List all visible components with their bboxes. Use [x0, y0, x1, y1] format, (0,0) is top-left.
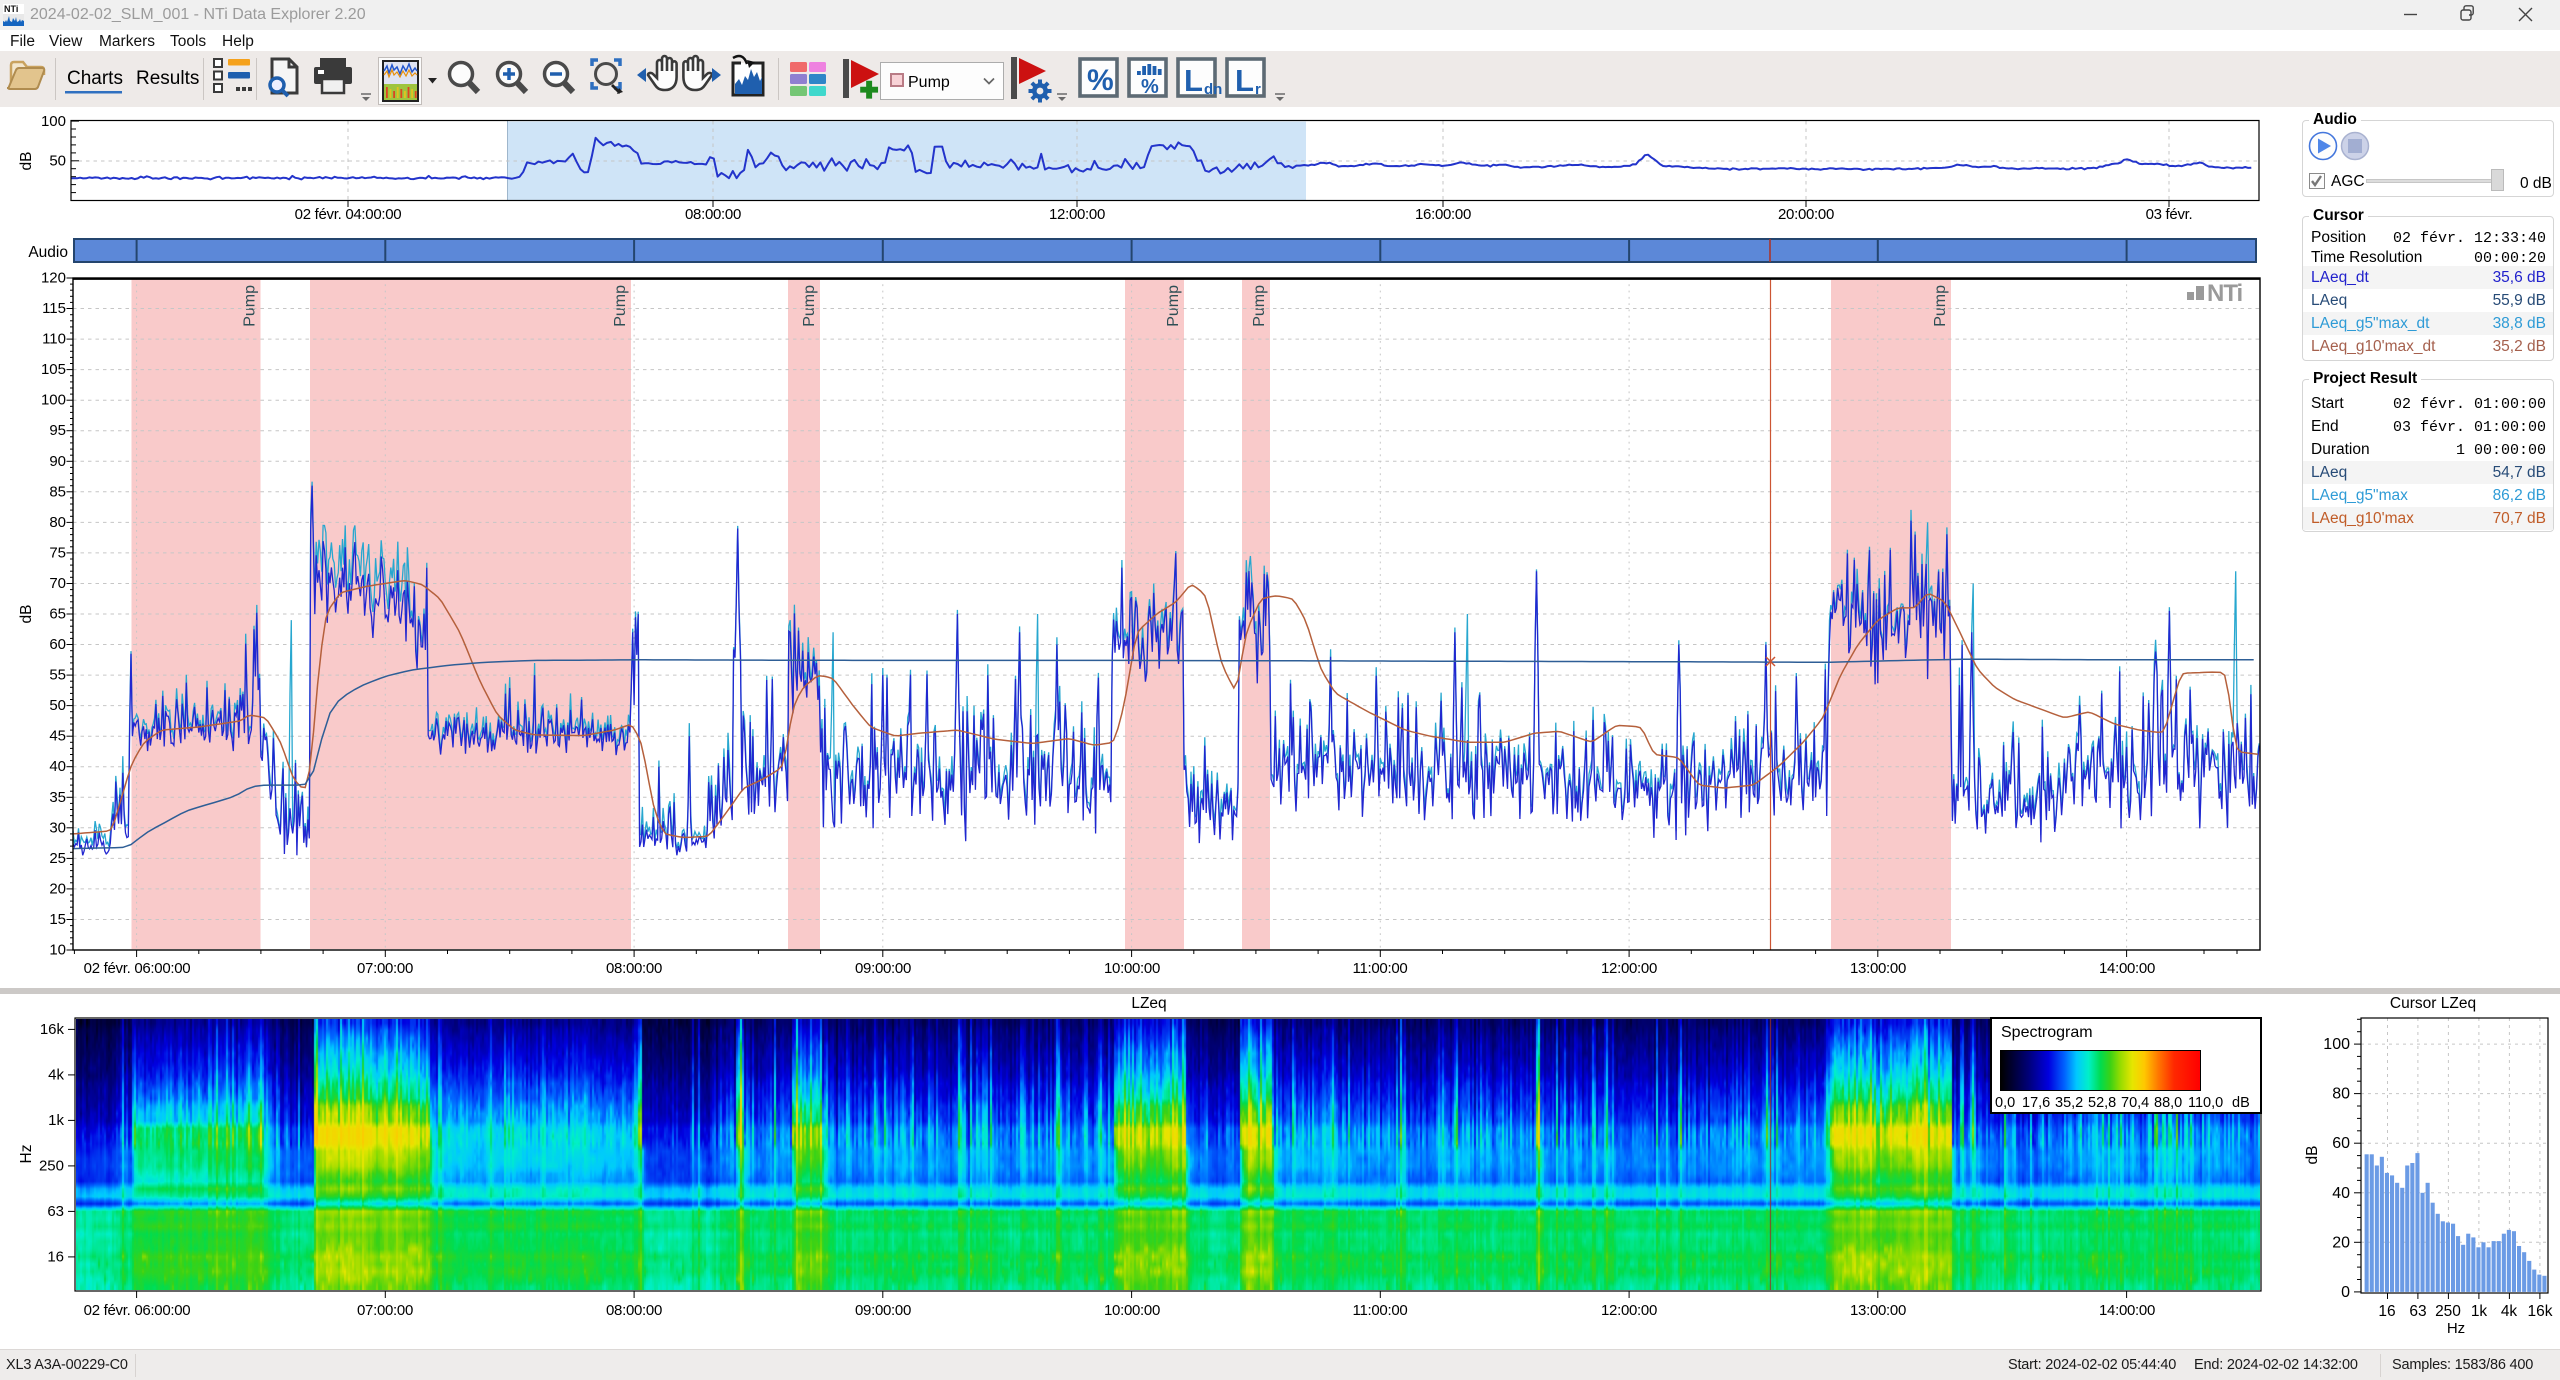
svg-text:90: 90	[49, 453, 66, 470]
svg-text:Cursor LZeq: Cursor LZeq	[2390, 995, 2476, 1012]
svg-text:12:00:00: 12:00:00	[1601, 1302, 1657, 1319]
svg-text:r: r	[1255, 81, 1261, 98]
svg-text:08:00:00: 08:00:00	[606, 1302, 662, 1319]
svg-text:80: 80	[49, 514, 66, 531]
svg-text:85: 85	[49, 483, 66, 500]
svg-text:11:00:00: 11:00:00	[1353, 960, 1408, 977]
svg-text:L: L	[1184, 63, 1203, 98]
svg-text:07:00:00: 07:00:00	[357, 1302, 413, 1319]
svg-text:35: 35	[49, 789, 66, 806]
svg-text:60: 60	[2332, 1135, 2350, 1152]
svg-text:63: 63	[2409, 1303, 2426, 1320]
svg-text:63: 63	[47, 1203, 64, 1220]
svg-text:13:00:00: 13:00:00	[1850, 1302, 1906, 1319]
svg-text:250: 250	[2435, 1303, 2461, 1320]
svg-text:Pump: Pump	[1932, 285, 1949, 327]
svg-text:75: 75	[49, 544, 66, 561]
svg-text:Pump: Pump	[242, 285, 259, 327]
svg-text:Pump: Pump	[1251, 285, 1268, 327]
svg-text:12:00:00: 12:00:00	[1601, 960, 1657, 977]
svg-text:02 févr. 06:00:00: 02 févr. 06:00:00	[84, 1302, 191, 1319]
svg-text:100: 100	[41, 392, 66, 409]
svg-text:4k: 4k	[48, 1066, 64, 1083]
svg-text:1k: 1k	[48, 1112, 64, 1129]
svg-text:20: 20	[2332, 1234, 2350, 1251]
svg-text:dB: dB	[18, 605, 35, 624]
svg-text:10: 10	[49, 942, 66, 959]
svg-text:30: 30	[49, 819, 66, 836]
svg-text:13:00:00: 13:00:00	[1850, 960, 1906, 977]
svg-text:Pump: Pump	[1165, 285, 1182, 327]
svg-text:Pump: Pump	[908, 74, 950, 91]
svg-text:dn: dn	[1204, 81, 1222, 98]
svg-text:15: 15	[49, 911, 66, 928]
svg-text:dB: dB	[2304, 1146, 2321, 1165]
svg-text:250: 250	[39, 1157, 64, 1174]
svg-text:12:00:00: 12:00:00	[1049, 206, 1105, 223]
svg-text:120: 120	[41, 270, 66, 287]
svg-text:Results: Results	[136, 68, 199, 89]
svg-text:10:00:00: 10:00:00	[1104, 1302, 1160, 1319]
svg-text:Pump: Pump	[801, 285, 818, 327]
svg-text:%: %	[1087, 64, 1114, 97]
svg-text:110: 110	[42, 331, 66, 348]
svg-text:100: 100	[2323, 1036, 2350, 1053]
svg-text:LZeq: LZeq	[1131, 995, 1166, 1012]
svg-text:14:00:00: 14:00:00	[2099, 960, 2155, 977]
svg-text:50: 50	[49, 697, 66, 714]
svg-text:70: 70	[49, 575, 66, 592]
svg-text:NTi: NTi	[2207, 280, 2242, 307]
svg-text:65: 65	[49, 606, 66, 623]
svg-text:14:00:00: 14:00:00	[2099, 1302, 2155, 1319]
svg-text:40: 40	[2332, 1185, 2350, 1202]
svg-text:08:00:00: 08:00:00	[685, 206, 741, 223]
svg-text:16k: 16k	[2528, 1303, 2553, 1320]
svg-text:20:00:00: 20:00:00	[1778, 206, 1834, 223]
svg-text:16: 16	[2378, 1303, 2395, 1320]
svg-text:dB: dB	[18, 152, 35, 171]
svg-text:Charts: Charts	[67, 68, 123, 89]
svg-text:%: %	[1141, 76, 1159, 98]
svg-text:03 févr.: 03 févr.	[2146, 206, 2193, 223]
svg-text:105: 105	[41, 361, 66, 378]
svg-text:L: L	[1235, 63, 1254, 98]
svg-text:07:00:00: 07:00:00	[357, 960, 413, 977]
svg-text:08:00:00: 08:00:00	[606, 960, 662, 977]
svg-text:Hz: Hz	[2447, 1320, 2465, 1337]
svg-text:16:00:00: 16:00:00	[1415, 206, 1471, 223]
svg-text:40: 40	[49, 758, 66, 775]
svg-text:45: 45	[49, 728, 66, 745]
svg-text:115: 115	[42, 300, 66, 317]
svg-text:25: 25	[49, 850, 66, 867]
svg-text:Pump: Pump	[612, 285, 629, 327]
svg-text:80: 80	[2332, 1086, 2350, 1103]
svg-text:10:00:00: 10:00:00	[1104, 960, 1160, 977]
svg-text:60: 60	[49, 636, 66, 653]
svg-text:02 févr. 04:00:00: 02 févr. 04:00:00	[295, 206, 402, 223]
svg-text:02 févr. 06:00:00: 02 févr. 06:00:00	[84, 960, 191, 977]
svg-text:09:00:00: 09:00:00	[855, 960, 911, 977]
svg-text:Audio: Audio	[28, 244, 68, 261]
svg-text:95: 95	[49, 422, 66, 439]
svg-text:Hz: Hz	[18, 1145, 35, 1164]
svg-text:1k: 1k	[2471, 1303, 2488, 1320]
svg-text:55: 55	[49, 667, 66, 684]
svg-text:0: 0	[2341, 1284, 2350, 1301]
svg-text:4k: 4k	[2501, 1303, 2518, 1320]
svg-text:16k: 16k	[40, 1021, 65, 1038]
svg-text:50: 50	[49, 153, 66, 170]
svg-text:11:00:00: 11:00:00	[1353, 1302, 1408, 1319]
svg-text:16: 16	[47, 1248, 64, 1265]
svg-text:09:00:00: 09:00:00	[855, 1302, 911, 1319]
svg-text:20: 20	[49, 880, 66, 897]
svg-text:100: 100	[41, 113, 66, 130]
